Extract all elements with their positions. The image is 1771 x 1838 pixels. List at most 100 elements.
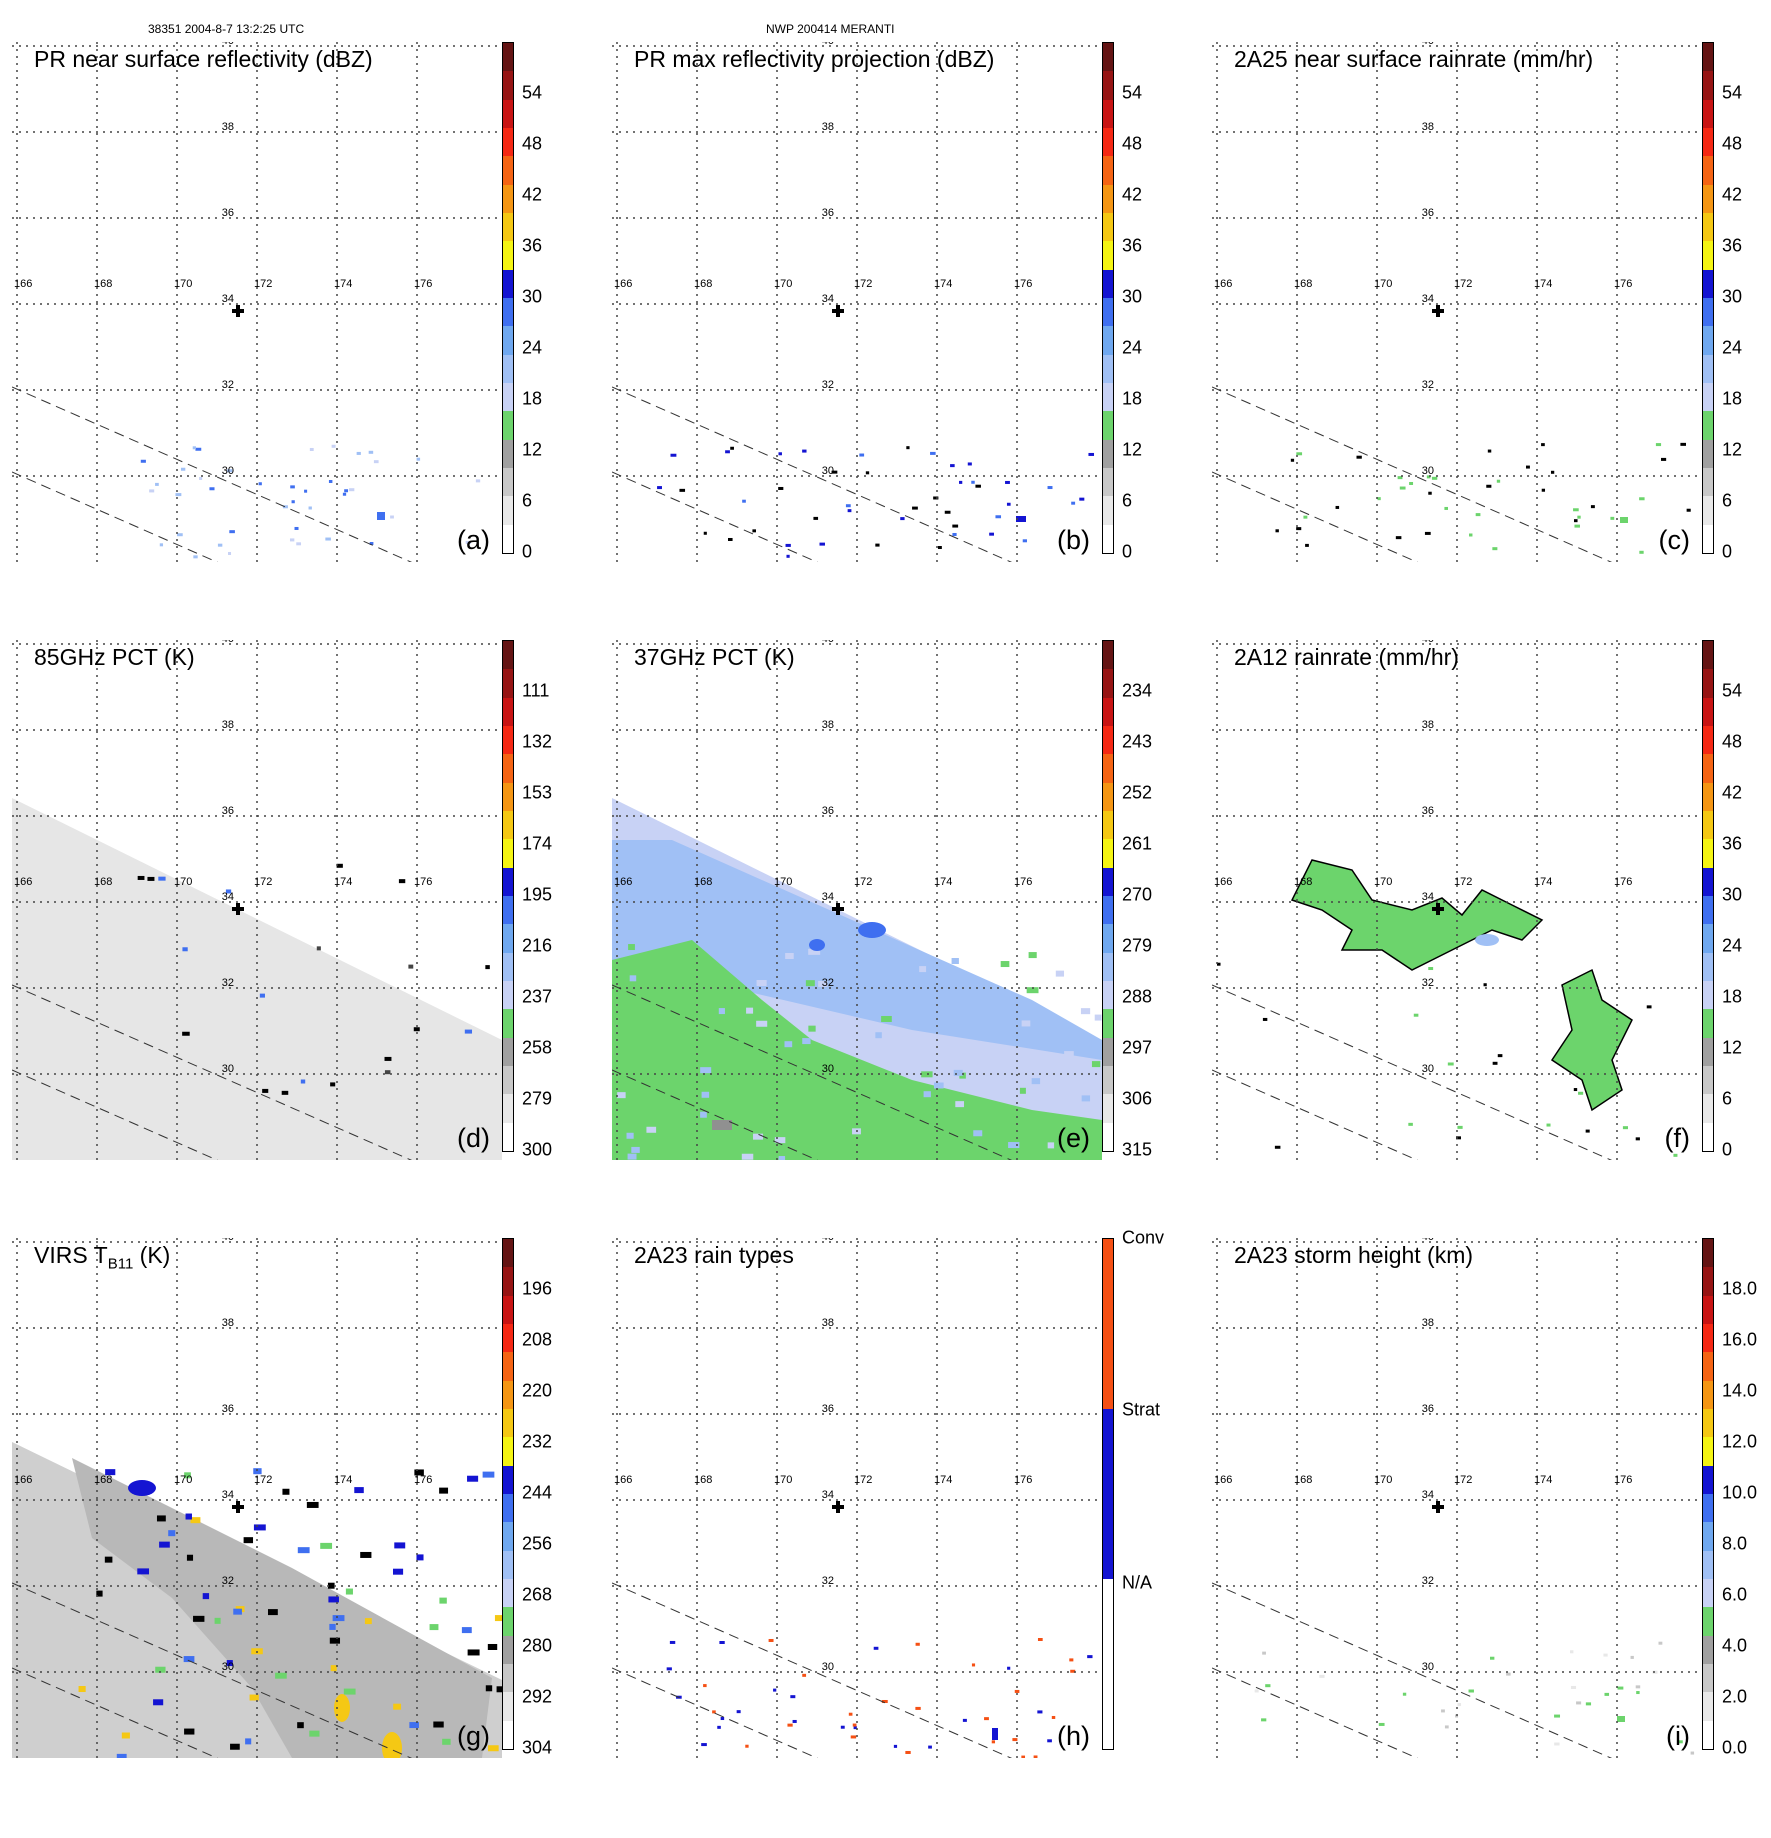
colorbar-segment bbox=[1703, 354, 1713, 383]
colorbar-ticks: 300 279 258 237 216 195 174 153 132 111 bbox=[522, 640, 592, 1160]
swath-edge bbox=[1212, 1069, 1419, 1160]
panel-e: 166 168 170 172 174 176 40 38 36 34 32 30 37GHz PCT … bbox=[612, 640, 1192, 1240]
colorbar-tick-label: 30 bbox=[1122, 286, 1143, 307]
colorbar-tick-label: 280 bbox=[522, 1635, 553, 1656]
panel-f: 166 168 170 172 174 176 40 38 36 34 32 30 2A12 rainr… bbox=[1212, 640, 1771, 1240]
colorbar bbox=[502, 1238, 514, 1750]
lat-label: 40 bbox=[822, 1238, 834, 1243]
colorbar-segment bbox=[1103, 297, 1113, 327]
storm-center-marker bbox=[232, 305, 244, 317]
land-pixel bbox=[712, 1120, 732, 1130]
colorbar-segment bbox=[503, 184, 513, 213]
swath-edge bbox=[612, 984, 1013, 1160]
lat-label: 34 bbox=[222, 293, 234, 305]
colorbar-segment bbox=[503, 354, 513, 383]
lon-label: 176 bbox=[414, 1474, 432, 1486]
colorbar-segment bbox=[503, 297, 513, 327]
lon-label: 176 bbox=[1614, 876, 1632, 888]
colorbar-tick-label: 195 bbox=[522, 884, 553, 905]
rain-area bbox=[1290, 859, 1544, 971]
colorbar-tick-label: 244 bbox=[522, 1482, 553, 1503]
colorbar-segment bbox=[503, 1607, 513, 1636]
colorbar-segment bbox=[1703, 1720, 1713, 1749]
data-pixels bbox=[78, 1468, 502, 1758]
colorbar-tick-label: 24 bbox=[1722, 337, 1743, 358]
low-pct-region bbox=[612, 940, 1102, 1160]
data-pixels bbox=[1275, 442, 1691, 554]
echo-cell bbox=[1617, 1716, 1625, 1722]
lat-label: 36 bbox=[822, 1403, 834, 1415]
colorbar-tick-label: 220 bbox=[522, 1380, 553, 1401]
colorbar-tick-label: 18 bbox=[1722, 986, 1743, 1007]
colorbar-tick-label: 6 bbox=[1722, 490, 1733, 511]
colorbar bbox=[1702, 640, 1714, 1152]
colorbar-segment bbox=[503, 1267, 513, 1296]
colorbar-segment bbox=[1703, 326, 1713, 355]
colorbar-segment bbox=[503, 99, 513, 128]
lon-label: 176 bbox=[1614, 278, 1632, 290]
colorbar-tick-label: 12 bbox=[1722, 1037, 1743, 1058]
colorbar-segment bbox=[1703, 1635, 1713, 1664]
colorbar-tick-label: 6 bbox=[522, 490, 533, 511]
swath-edge bbox=[12, 984, 413, 1160]
lon-label: 176 bbox=[414, 876, 432, 888]
echo-cell bbox=[1620, 517, 1628, 523]
colorbar-segment bbox=[1103, 1578, 1113, 1749]
colorbar-tick-label: 234 bbox=[1122, 680, 1153, 701]
lon-label: 172 bbox=[1454, 876, 1472, 888]
colorbar-tick-label: 8.0 bbox=[1722, 1533, 1748, 1554]
data-pixels bbox=[1216, 962, 1678, 1157]
colorbar-segment bbox=[503, 1437, 513, 1466]
map-grid: 166 168 170 172 174 176 40 38 36 34 32 30 bbox=[612, 640, 1102, 1160]
lon-label: 166 bbox=[1214, 278, 1232, 290]
colorbar-tick-label: 237 bbox=[522, 986, 553, 1007]
map-plot: 166 168 170 172 174 176 40 38 36 34 32 30 bbox=[612, 640, 1112, 1160]
colorbar-segment bbox=[503, 895, 513, 925]
lat-label: 38 bbox=[1422, 719, 1434, 731]
panel-title: PR near surface reflectivity (dBZ) bbox=[34, 46, 373, 72]
map-grid: 166 168 170 172 174 176 40 38 36 34 32 30 bbox=[612, 1238, 1102, 1758]
deep-convection bbox=[809, 939, 825, 951]
colorbar-tick-label: Conv bbox=[1122, 1227, 1165, 1248]
colorbar-segment bbox=[1703, 212, 1713, 242]
colorbar-tick-label: 288 bbox=[1122, 986, 1153, 1007]
lon-label: 168 bbox=[694, 278, 712, 290]
colorbar-segment bbox=[1703, 697, 1713, 726]
lat-label: 38 bbox=[222, 121, 234, 133]
colorbar-segment bbox=[503, 641, 513, 670]
lon-label: 172 bbox=[854, 278, 872, 290]
lat-label: 32 bbox=[222, 379, 234, 391]
swath-edge bbox=[1212, 386, 1613, 562]
colorbar-segment bbox=[503, 1720, 513, 1749]
colorbar-segment bbox=[503, 241, 513, 270]
colorbar-segment bbox=[1703, 1267, 1713, 1296]
lat-label: 38 bbox=[822, 1317, 834, 1329]
lon-label: 174 bbox=[1534, 278, 1552, 290]
panel-title: 2A23 storm height (km) bbox=[1234, 1242, 1474, 1268]
storm-center-marker bbox=[232, 1501, 244, 1513]
colorbar-segment bbox=[503, 1578, 513, 1608]
colorbar-segment bbox=[503, 212, 513, 242]
colorbar-segment bbox=[1103, 725, 1113, 755]
panel-title: 2A25 near surface rainrate (mm/hr) bbox=[1234, 46, 1594, 72]
lon-label: 174 bbox=[1534, 1474, 1552, 1486]
lat-label: 38 bbox=[822, 121, 834, 133]
colorbar-segment bbox=[503, 1493, 513, 1523]
colorbar-segment bbox=[1703, 1493, 1713, 1523]
colorbar-tick-label: 279 bbox=[522, 1088, 553, 1109]
colorbar-segment bbox=[503, 1323, 513, 1353]
colorbar-tick-label: 54 bbox=[1722, 680, 1743, 701]
colorbar-segment bbox=[1103, 411, 1113, 440]
panel-i: 166 168 170 172 174 176 40 38 36 34 32 30 2A23 storm… bbox=[1212, 1238, 1771, 1838]
colorbar-ticks: 304 292 280 268 256 244 232 220 208 196 bbox=[522, 1238, 592, 1758]
colorbar-segment bbox=[1703, 1663, 1713, 1693]
colorbar-tick-label: 18.0 bbox=[1722, 1278, 1758, 1299]
panel-d: 166 168 170 172 174 176 40 38 36 34 32 30 85GHz PCT … bbox=[12, 640, 592, 1240]
lon-label: 168 bbox=[694, 876, 712, 888]
colorbar-tick-label: 30 bbox=[522, 286, 543, 307]
colorbar-segment bbox=[503, 439, 513, 468]
colorbar-tick-label: 54 bbox=[1122, 82, 1143, 103]
colorbar-segment bbox=[1703, 952, 1713, 981]
lon-label: 166 bbox=[614, 278, 632, 290]
colorbar-segment bbox=[1703, 1295, 1713, 1324]
